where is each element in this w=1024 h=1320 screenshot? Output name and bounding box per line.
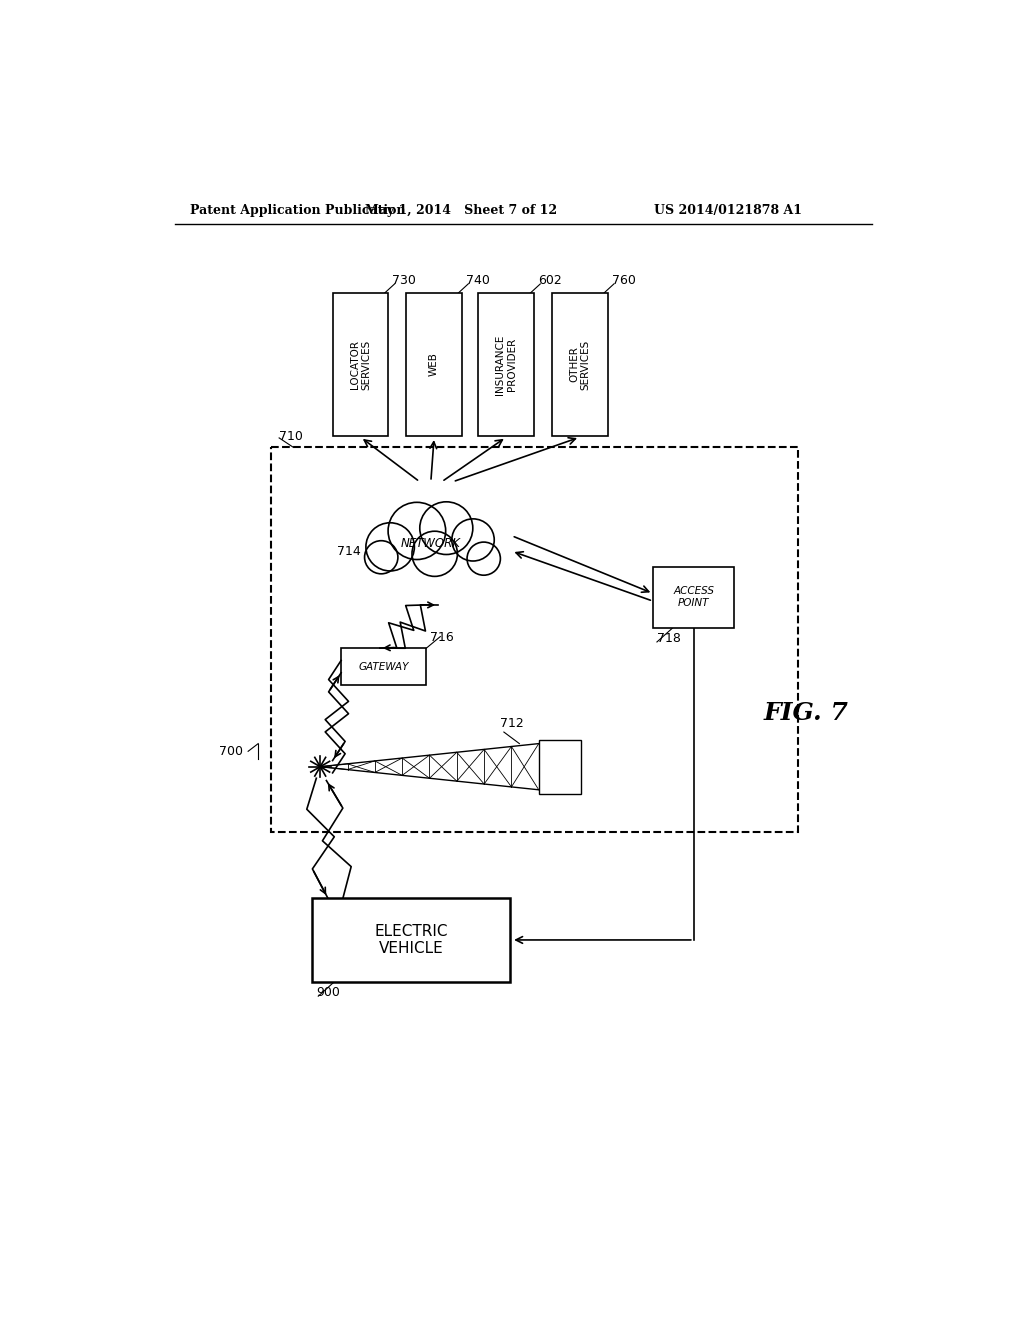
Text: OTHER
SERVICES: OTHER SERVICES [569,339,591,389]
Text: 716: 716 [430,631,454,644]
Circle shape [412,531,458,577]
Circle shape [366,523,415,572]
Circle shape [388,503,445,560]
Text: Patent Application Publication: Patent Application Publication [190,205,406,218]
Bar [407,293,462,436]
Text: GATEWAY: GATEWAY [358,661,409,672]
Text: WEB: WEB [429,352,439,376]
Bar [333,293,388,436]
Circle shape [467,543,501,576]
Text: 718: 718 [657,632,681,645]
Text: US 2014/0121878 A1: US 2014/0121878 A1 [654,205,802,218]
Bar [539,739,582,793]
Text: 760: 760 [611,275,636,286]
Bar [271,447,799,832]
Text: 710: 710 [280,430,303,444]
Text: 712: 712 [500,717,523,730]
Text: ACCESS
POINT: ACCESS POINT [673,586,715,609]
Circle shape [452,519,495,561]
Bar [552,293,607,436]
Text: INSURANCE
PROVIDER: INSURANCE PROVIDER [496,334,517,395]
Text: FIG. 7: FIG. 7 [764,701,848,725]
Text: 740: 740 [466,275,489,286]
Text: 714: 714 [337,545,361,557]
Text: 602: 602 [538,275,562,286]
Text: NETWORK: NETWORK [400,537,460,550]
Circle shape [420,502,473,554]
Bar [312,898,510,982]
Text: 900: 900 [316,986,340,999]
Bar [478,293,535,436]
Text: 730: 730 [392,275,416,286]
Bar [653,566,734,628]
Bar [341,648,426,685]
Text: ELECTRIC
VEHICLE: ELECTRIC VEHICLE [374,924,447,956]
Text: May 1, 2014   Sheet 7 of 12: May 1, 2014 Sheet 7 of 12 [366,205,557,218]
Text: 700: 700 [219,744,243,758]
Text: LOCATOR
SERVICES: LOCATOR SERVICES [350,339,372,389]
Circle shape [365,541,398,574]
